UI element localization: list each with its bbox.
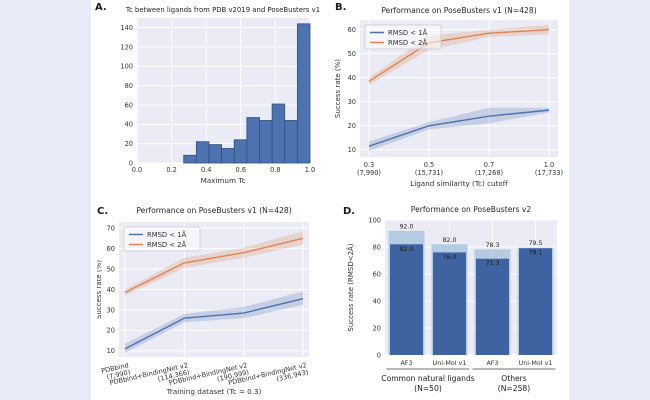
svg-text:100: 100 [120,63,133,71]
svg-text:50: 50 [107,265,115,273]
panel-c-letter: C. [97,206,109,217]
panel-a-letter: A. [95,2,107,13]
svg-text:0: 0 [129,159,133,167]
svg-text:92.0: 92.0 [400,223,414,230]
svg-text:40: 40 [107,286,115,294]
svg-text:79.5: 79.5 [529,240,543,247]
svg-text:30: 30 [107,306,115,314]
svg-text:40: 40 [348,74,356,82]
svg-text:80: 80 [125,82,133,90]
svg-text:Uni-Mol v1: Uni-Mol v1 [433,359,467,367]
panel-b-line-chart: 10 20 30 40 50 60 Performance on PoseBusters v… [333,0,569,196]
svg-text:78.3: 78.3 [486,242,500,249]
svg-text:AF3: AF3 [486,359,498,367]
svg-text:30: 30 [348,98,356,106]
svg-text:AF3: AF3 [400,359,412,367]
svg-text:Success rate (%): Success rate (%) [334,59,342,118]
svg-text:10: 10 [348,146,356,154]
svg-text:0.3: 0.3 [364,161,375,169]
svg-text:70: 70 [107,224,115,232]
svg-text:20: 20 [125,140,133,148]
svg-text:Performance on PoseBusters v1: Performance on PoseBusters v1 (N=428) [136,206,291,215]
svg-text:60: 60 [125,101,133,109]
svg-text:(17,268): (17,268) [475,169,503,177]
svg-text:20: 20 [348,122,356,130]
svg-text:76.0: 76.0 [443,254,457,261]
svg-text:0.0: 0.0 [132,166,143,174]
svg-text:Others: Others [501,374,527,383]
svg-text:0.5: 0.5 [424,161,435,169]
panel-d-letter: D. [343,206,356,217]
svg-text:Success rate (%): Success rate (%) [97,260,103,319]
svg-text:1.0: 1.0 [544,161,555,169]
panel-a-histogram: 0 20 40 60 80 100 120 140 Tc between ligands fro… [97,0,333,196]
panel-d-chart: 0 20 40 60 80 100 Performance on PoseBusters v… [346,205,557,393]
figure-image: A. B. C. D. 0 20 40 60 80 100 120 140 Tc between… [91,0,569,400]
svg-text:RMSD < 1Å: RMSD < 1Å [388,28,427,37]
svg-text:Maximum Tc: Maximum Tc [201,176,246,185]
svg-text:82.0: 82.0 [443,237,457,244]
svg-text:100: 100 [368,216,381,224]
svg-text:(17,733): (17,733) [535,169,563,177]
panel-b-chart: 10 20 30 40 50 60 Performance on PoseBusters v… [334,6,563,188]
panel-c-line-chart: 10 20 30 40 50 60 70 Performance on PoseBusters… [97,198,333,400]
svg-text:(N=258): (N=258) [498,384,530,393]
svg-text:Success rate (RMSD<2Å): Success rate (RMSD<2Å) [346,243,355,331]
svg-text:20: 20 [107,327,115,335]
svg-text:(7,990): (7,990) [357,169,381,177]
svg-text:Training dataset (Tc = 0.3): Training dataset (Tc = 0.3) [166,387,262,396]
svg-text:RMSD < 2Å: RMSD < 2Å [388,38,427,47]
svg-text:60: 60 [348,26,356,34]
svg-text:50: 50 [348,50,356,58]
svg-text:71.3: 71.3 [486,260,500,267]
svg-text:(15,731): (15,731) [415,169,443,177]
svg-text:20: 20 [373,324,381,332]
svg-text:120: 120 [120,43,133,51]
svg-text:79.1: 79.1 [529,250,543,257]
svg-text:40: 40 [125,121,133,129]
svg-text:Tc between ligands from PDB v2: Tc between ligands from PDB v2019 and Po… [125,6,320,14]
panel-b-letter: B. [335,2,347,13]
svg-text:Performance on PoseBusters v1: Performance on PoseBusters v1 (N=428) [381,6,536,15]
svg-text:140: 140 [120,24,133,32]
svg-text:Ligand similarity (Tc) cutoff: Ligand similarity (Tc) cutoff [410,179,509,188]
svg-text:1.0: 1.0 [305,166,316,174]
svg-text:80: 80 [373,243,381,251]
svg-text:0.4: 0.4 [201,166,212,174]
svg-text:(N=50): (N=50) [414,384,442,393]
panel-a-chart: 0 20 40 60 80 100 120 140 Tc between ligands fro… [120,6,320,185]
svg-text:10: 10 [107,347,115,355]
panel-c-chart: 10 20 30 40 50 60 70 Performance on PoseBusters… [97,206,309,396]
svg-text:Performance on PoseBusters v2: Performance on PoseBusters v2 [411,205,532,214]
svg-text:0: 0 [377,351,381,359]
svg-text:82.0: 82.0 [400,246,414,253]
svg-text:Common natural ligands: Common natural ligands [381,374,474,383]
svg-text:60: 60 [373,270,381,278]
svg-text:0.8: 0.8 [270,166,281,174]
svg-text:60: 60 [107,245,115,253]
svg-text:RMSD < 1Å: RMSD < 1Å [147,230,186,239]
svg-text:40: 40 [373,297,381,305]
svg-text:0.2: 0.2 [166,166,177,174]
svg-text:Uni-Mol v1: Uni-Mol v1 [519,359,553,367]
svg-text:RMSD < 2Å: RMSD < 2Å [147,240,186,249]
panel-d-bar-chart: 0 20 40 60 80 100 Performance on PoseBusters v… [333,198,569,400]
svg-text:0.7: 0.7 [484,161,495,169]
svg-text:0.6: 0.6 [236,166,247,174]
